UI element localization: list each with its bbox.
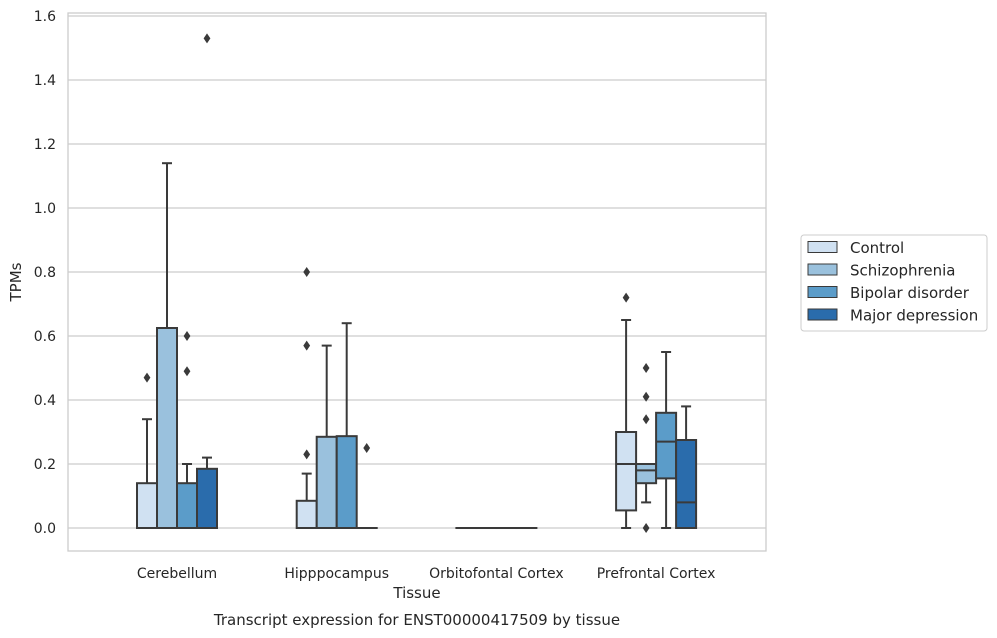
box-iqr bbox=[196, 467, 218, 529]
box bbox=[295, 267, 318, 529]
y-tick-label: 1.4 bbox=[34, 73, 56, 89]
y-tick-label: 0.8 bbox=[34, 265, 56, 281]
outlier-point bbox=[642, 414, 650, 425]
box bbox=[615, 292, 638, 529]
box-iqr bbox=[635, 463, 658, 485]
outlier-point bbox=[303, 449, 311, 460]
y-tick-label: 0.4 bbox=[34, 393, 56, 409]
legend-label: Schizophrenia bbox=[850, 262, 955, 280]
y-tick-label: 0.2 bbox=[34, 457, 56, 473]
series-control bbox=[136, 267, 638, 530]
legend: Control Schizophrenia Bipolar disorder Majo… bbox=[800, 234, 988, 332]
box-series bbox=[136, 33, 698, 533]
legend-swatch bbox=[807, 241, 838, 253]
legend-label: Bipolar disorder bbox=[850, 284, 970, 302]
box bbox=[335, 322, 358, 529]
box-iqr bbox=[655, 411, 678, 480]
y-axis-label: TPMs bbox=[7, 262, 25, 302]
x-tick-label: Prefrontal Cortex bbox=[597, 566, 716, 582]
legend-swatch bbox=[807, 263, 838, 276]
box-iqr bbox=[295, 499, 318, 529]
series-major-depression bbox=[196, 33, 698, 530]
chart-caption: Transcript expression for ENST0000041750… bbox=[213, 611, 620, 629]
outlier-point bbox=[143, 372, 151, 383]
legend-swatch bbox=[807, 308, 838, 321]
x-axis-ticks: Cerebellum Hipppocampus Orbitofontal Corte… bbox=[137, 566, 716, 582]
y-tick-label: 1.0 bbox=[34, 201, 56, 217]
outlier-point bbox=[183, 366, 191, 377]
outlier-point bbox=[642, 363, 650, 373]
outlier-point bbox=[183, 331, 191, 341]
series-bipolar-disorder bbox=[176, 322, 678, 530]
legend-label: Major depression bbox=[850, 307, 978, 325]
box-iqr bbox=[615, 431, 638, 512]
box-iqr bbox=[136, 482, 158, 530]
outlier-point bbox=[622, 292, 630, 303]
outlier-point bbox=[642, 523, 650, 533]
box-iqr bbox=[675, 439, 698, 529]
plot-frame bbox=[67, 12, 767, 552]
series-schizophrenia bbox=[156, 162, 658, 533]
x-tick-label: Cerebellum bbox=[137, 566, 217, 582]
y-tick-label: 1.6 bbox=[34, 9, 56, 25]
box bbox=[675, 405, 698, 529]
box bbox=[156, 162, 178, 529]
box bbox=[196, 33, 218, 529]
box-iqr bbox=[156, 327, 178, 529]
outlier-point bbox=[363, 443, 371, 453]
box bbox=[655, 351, 678, 529]
outlier-point bbox=[203, 33, 211, 44]
box bbox=[136, 372, 158, 530]
box-iqr bbox=[176, 482, 198, 530]
legend-swatch bbox=[807, 286, 838, 298]
outlier-point bbox=[303, 267, 311, 277]
plot-background bbox=[68, 13, 766, 551]
box bbox=[176, 331, 198, 530]
box-iqr bbox=[315, 435, 338, 529]
y-axis-ticks: 0.0 0.2 0.4 0.6 0.8 1.0 1.2 1.4 1.6 bbox=[34, 9, 56, 537]
x-tick-label: Hipppocampus bbox=[284, 566, 389, 582]
y-tick-label: 0.0 bbox=[34, 521, 56, 537]
box bbox=[355, 443, 378, 530]
box-iqr bbox=[335, 435, 358, 529]
legend-frame bbox=[800, 234, 988, 332]
y-tick-label: 1.2 bbox=[34, 137, 56, 153]
y-tick-label: 0.6 bbox=[34, 329, 56, 345]
legend-label: Control bbox=[850, 239, 904, 257]
outlier-point bbox=[642, 391, 650, 402]
x-axis-label: Tissue bbox=[392, 584, 440, 602]
box bbox=[635, 363, 658, 533]
x-tick-label: Orbitofontal Cortex bbox=[429, 566, 564, 582]
outlier-point bbox=[303, 340, 311, 351]
